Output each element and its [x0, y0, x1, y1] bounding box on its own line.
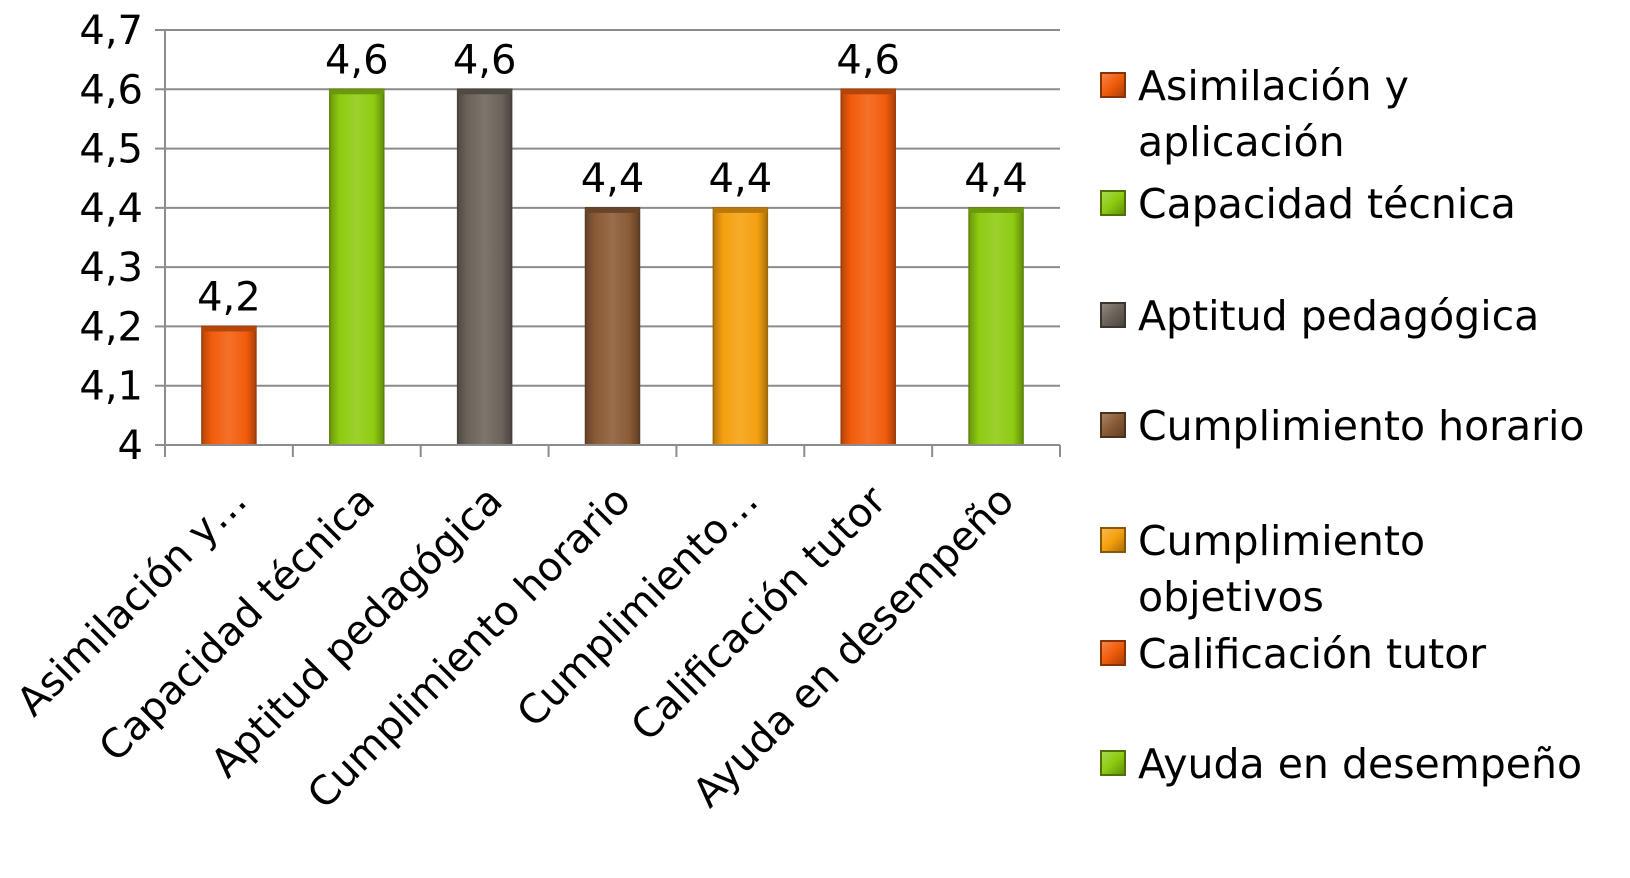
legend-item: Capacidad técnica — [1100, 176, 1598, 232]
legend-label: Capacidad técnica — [1138, 180, 1516, 228]
bar-top-bevel — [585, 207, 640, 213]
bar-top-bevel — [201, 326, 256, 332]
bar-top-bevel — [969, 207, 1024, 213]
data-label: 4,4 — [709, 156, 773, 202]
bar-top-bevel — [329, 89, 384, 95]
y-tick-label: 4,6 — [79, 67, 143, 113]
bars — [201, 88, 1024, 446]
legend-swatch — [1100, 750, 1126, 776]
legend-item: Ayuda en desempeño — [1100, 736, 1598, 792]
legend-item: Cumplimiento horario — [1100, 398, 1598, 454]
data-label: 4,4 — [964, 156, 1028, 202]
legend-label: Ayuda en desempeño — [1138, 740, 1583, 788]
legend-label: Aptitud pedagógica — [1138, 292, 1540, 340]
bar-top-bevel — [841, 89, 896, 95]
data-labels: 4,2 4,6 4,6 4,4 4,4 4,6 4,4 — [197, 37, 1028, 320]
y-tick-label: 4,5 — [79, 127, 143, 173]
bar — [840, 88, 896, 446]
y-tick-label: 4,1 — [79, 364, 143, 410]
bar-top-bevel — [457, 89, 512, 95]
bar — [968, 207, 1024, 446]
y-axis-ticks: 4 4,1 4,2 4,3 4,4 4,5 4,6 4,7 — [79, 8, 165, 469]
bar — [584, 207, 641, 446]
legend-item: Asimilación y aplicación — [1100, 58, 1598, 170]
axes — [155, 30, 1061, 457]
legend-swatch — [1100, 640, 1126, 666]
y-tick-label: 4 — [118, 423, 143, 469]
legend-swatch — [1100, 527, 1126, 553]
legend-item: Cumplimiento objetivos — [1100, 513, 1598, 625]
legend-label: Calificación tutor — [1138, 630, 1487, 678]
legend-swatch — [1100, 412, 1126, 438]
bar-top-bevel — [713, 207, 768, 213]
bar — [456, 88, 513, 446]
y-tick-label: 4,2 — [79, 304, 143, 350]
x-tick-label: Cumplimiento… — [509, 478, 768, 737]
bar — [329, 88, 385, 446]
data-label: 4,6 — [325, 37, 389, 83]
legend-swatch — [1100, 190, 1126, 216]
x-tick-label: Asimilación y… — [8, 478, 256, 726]
y-tick-label: 4,4 — [79, 186, 143, 232]
y-tick-label: 4,7 — [79, 8, 143, 54]
data-label: 4,6 — [453, 37, 517, 83]
legend-swatch — [1100, 302, 1126, 328]
bar — [712, 207, 769, 446]
y-tick-label: 4,3 — [79, 245, 143, 291]
data-label: 4,4 — [581, 156, 645, 202]
bar — [201, 325, 257, 446]
legend-label: Cumplimiento objetivos — [1138, 517, 1426, 621]
data-label: 4,6 — [836, 37, 900, 83]
legend-label: Asimilación y aplicación — [1138, 62, 1409, 166]
legend-label: Cumplimiento horario — [1138, 402, 1585, 450]
legend-item: Calificación tutor — [1100, 626, 1598, 682]
data-label: 4,2 — [197, 274, 261, 320]
legend-swatch — [1100, 72, 1126, 98]
legend-item: Aptitud pedagógica — [1100, 288, 1598, 344]
